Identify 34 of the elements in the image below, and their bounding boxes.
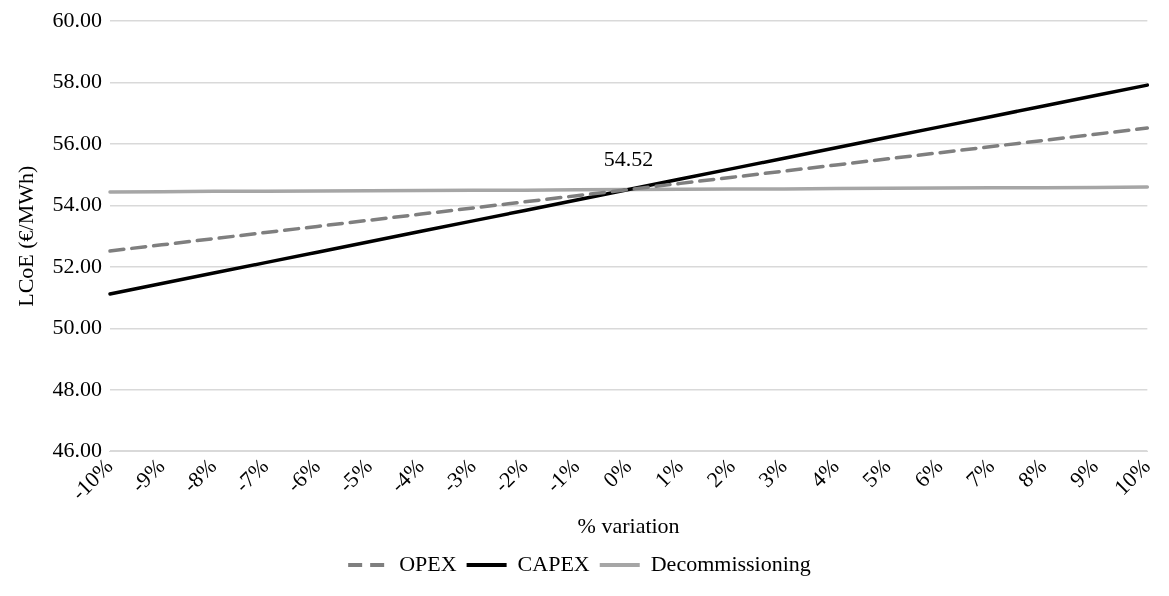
x-tick-label: -1%	[540, 453, 585, 498]
x-tick-label: -4%	[385, 453, 429, 498]
x-tick-label: 1%	[649, 453, 689, 492]
line-series	[108, 126, 1150, 253]
y-tick-label: 54.00	[52, 191, 102, 217]
y-tick-label: 56.00	[52, 129, 102, 155]
x-tick-label: 2%	[701, 453, 740, 492]
x-tick-label: 8%	[1012, 453, 1052, 492]
x-tick-label: 9%	[1064, 453, 1104, 492]
y-tick-label: 52.00	[52, 252, 102, 278]
y-tick-label: 50.00	[52, 314, 102, 340]
annotation: 54.52	[603, 146, 654, 172]
x-tick-label: -8%	[177, 453, 222, 498]
x-tick-label: -6%	[281, 453, 326, 498]
x-axis-title: % variation	[577, 512, 680, 538]
legend-label: Decommissioning	[650, 550, 811, 576]
y-tick-label: 60.00	[52, 6, 102, 32]
y-tick-label: 58.00	[52, 68, 102, 94]
x-tick-label: 5%	[857, 453, 896, 492]
legend-label: OPEX	[399, 550, 457, 576]
x-tick-label: -5%	[333, 453, 377, 498]
x-tick-label: 6%	[909, 453, 948, 492]
legend-label: CAPEX	[517, 550, 590, 576]
x-tick-label: -2%	[488, 453, 533, 498]
x-tick-label: -7%	[229, 453, 274, 498]
y-tick-label: 48.00	[52, 375, 102, 401]
x-tick-label: -9%	[125, 453, 170, 498]
x-tick-label: 7%	[960, 453, 1000, 492]
y-axis-title: LCoE (€/MWh)	[12, 165, 38, 307]
x-tick-label: 4%	[805, 453, 844, 492]
x-tick-label: 10%	[1108, 453, 1155, 500]
x-tick-label: -3%	[437, 453, 481, 498]
x-tick-label: 3%	[753, 453, 792, 492]
x-tick-label: 0%	[597, 453, 637, 492]
